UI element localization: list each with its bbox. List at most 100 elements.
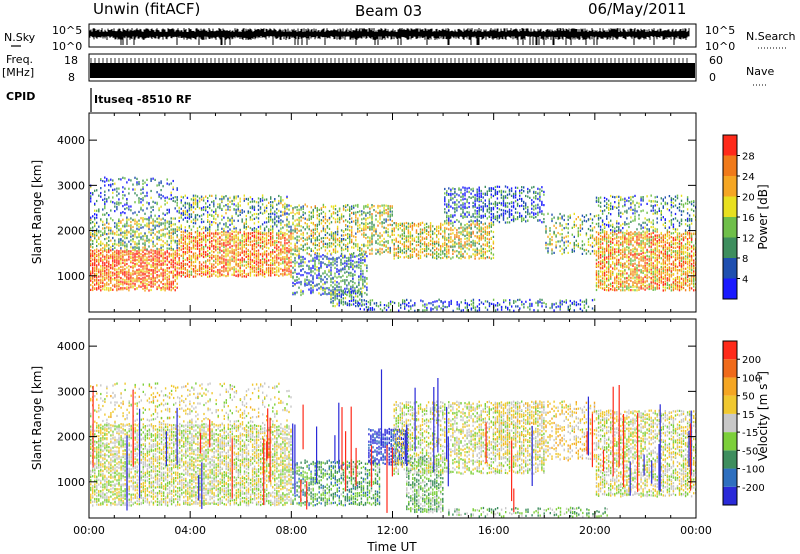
data-cell [156,235,158,238]
data-cell [278,199,280,203]
nsky-tick-top: 10^5 [52,24,82,37]
data-cell [243,240,245,243]
data-cell [413,224,416,227]
data-cell [409,233,412,236]
data-cell [106,281,108,284]
data-cell [160,229,162,232]
data-cell [338,282,340,285]
data-cell [356,285,358,288]
data-cell [241,236,243,239]
data-cell [140,282,142,285]
data-cell [387,224,389,227]
data-cell [274,218,276,221]
data-cell [249,274,252,277]
data-cell [350,287,352,290]
data-cell [257,249,260,252]
data-cell [265,263,268,266]
data-cell [270,204,272,207]
data-cell [152,274,154,277]
data-cell [168,247,170,250]
data-cell [156,259,158,262]
data-cell [178,209,180,212]
data-cell [387,241,389,245]
data-cell [346,275,348,278]
data-cell [442,236,444,240]
data-cell [128,255,130,258]
data-cell [188,242,191,245]
data-cell [162,274,164,277]
data-cell [318,232,320,235]
data-cell [363,225,365,228]
data-cell [288,266,290,269]
data-cell [138,199,140,202]
data-cell [399,248,401,251]
data-cell [298,250,300,253]
data-cell [322,216,325,219]
data-cell [340,261,342,264]
data-cell [371,228,373,231]
data-cell [334,248,337,251]
data-cell [164,196,166,199]
data-cell [94,233,96,236]
data-cell [233,234,235,237]
data-cell [302,244,304,247]
data-cell [223,248,225,251]
data-cell [154,220,156,223]
data-cell [104,232,106,236]
data-cell [328,216,331,220]
data-cell [172,252,174,255]
data-cell [209,275,211,278]
data-cell [168,223,170,226]
data-cell [338,272,340,275]
data-cell [130,272,132,275]
data-cell [192,252,195,255]
data-cell [98,236,100,239]
data-cell [156,247,158,250]
data-cell [174,268,176,271]
data-cell [366,269,368,273]
data-cell [144,258,146,261]
data-cell [261,235,264,239]
data-cell [100,242,102,245]
data-cell [144,248,146,251]
data-cell [249,216,252,219]
data-cell [444,243,446,246]
data-cell [286,203,288,207]
data-cell [144,262,146,265]
data-cell [290,252,292,255]
data-cell [265,246,268,249]
data-cell [345,238,347,241]
data-cell [338,239,341,243]
data-cell [120,227,122,230]
data-cell [298,221,300,224]
data-cell [126,276,128,279]
data-cell [292,293,294,296]
data-cell [263,245,266,248]
data-cell [276,244,278,247]
data-cell [312,228,314,231]
data-cell [211,265,213,268]
data-cell [207,205,209,208]
data-cell [276,258,278,261]
data-cell [243,210,245,213]
data-cell [198,266,201,269]
data-cell [298,229,300,232]
data-cell [229,218,231,221]
data-cell [166,273,168,276]
data-cell [96,199,98,203]
data-cell [280,200,282,203]
data-cell [425,249,428,253]
data-cell [448,245,450,248]
data-cell [148,252,150,255]
data-cell [257,197,260,200]
data-cell [223,229,225,233]
data-cell [180,199,182,202]
data-cell [411,248,414,251]
data-cell [349,253,351,256]
data-cell [148,268,150,271]
data-cell [288,241,290,244]
data-cell [363,211,365,214]
data-cell [349,229,351,232]
data-cell [128,270,130,273]
data-cell [342,207,345,210]
